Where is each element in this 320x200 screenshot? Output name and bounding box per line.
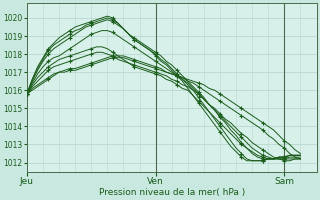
X-axis label: Pression niveau de la mer( hPa ): Pression niveau de la mer( hPa ) [99,188,245,197]
